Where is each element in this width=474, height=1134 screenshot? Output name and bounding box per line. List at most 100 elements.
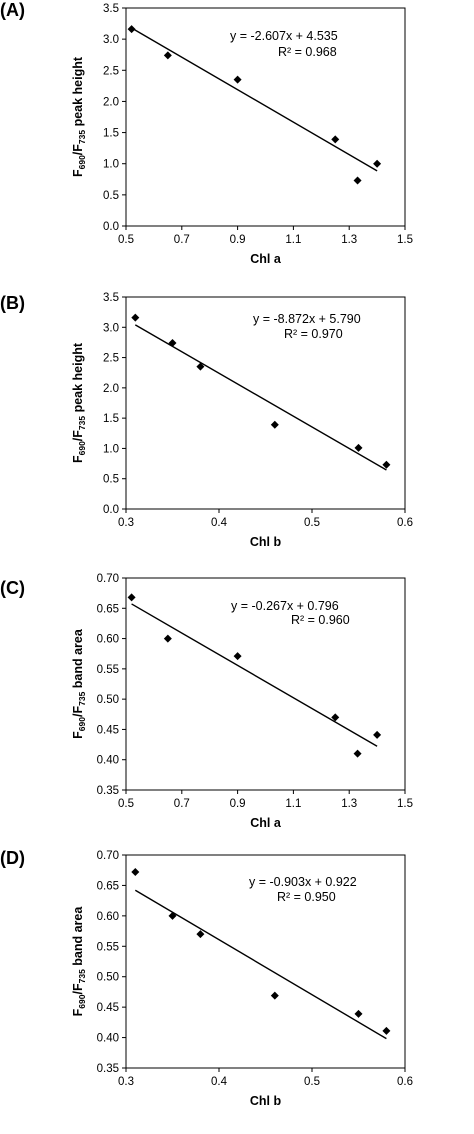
chart-svg: (C) 0.35 0.40 0.45 0.50 0.55 0.60 0.65 0.70 0.5 0.… [0, 573, 413, 830]
x-tick-label: 0.5 [304, 1076, 320, 1088]
data-point [168, 911, 177, 920]
data-point [331, 135, 340, 144]
data-point [353, 176, 362, 185]
x-tick-label: 0.7 [174, 234, 190, 246]
plot-frame [125, 854, 406, 1069]
data-point [382, 460, 391, 469]
chart-panel-d: (D) 0.35 0.40 0.45 0.50 0.55 0.60 0.65 0.70 0.3 0.… [0, 848, 474, 1120]
regression-equation: y = -0.267x + 0.796 [231, 599, 339, 613]
y-tick-label: 0.55 [97, 941, 119, 953]
y-tick-label: 0.65 [97, 880, 119, 892]
x-tick-label: 0.9 [230, 798, 246, 810]
data-point [382, 1026, 391, 1035]
data-point [270, 420, 279, 429]
data-point [163, 634, 172, 643]
x-tick-label: 0.4 [211, 1076, 228, 1088]
x-axis-label: Chl a [250, 816, 282, 830]
y-tick-label: 2.5 [103, 65, 119, 77]
x-tick-label: 0.6 [397, 517, 413, 529]
x-tick-label: 1.3 [341, 798, 357, 810]
x-tick-label: 1.5 [397, 234, 413, 246]
y-tick-label: 1.5 [103, 413, 119, 425]
chart-svg: (D) 0.35 0.40 0.45 0.50 0.55 0.60 0.65 0.70 0.3 0.… [0, 848, 413, 1108]
data-point [196, 930, 205, 939]
plot-frame [125, 577, 406, 791]
y-tick-label: 0.60 [97, 634, 119, 646]
chart-panel-b: (B) 0.0 0.5 1.0 1.5 2.0 2.5 3.0 3.5 0.3 0.4 0.5 0.6 C… [0, 287, 474, 557]
y-axis-label: F690/F735 band area [71, 628, 87, 739]
y-tick-label: 0.5 [103, 474, 119, 486]
plot-frame [125, 7, 406, 227]
y-tick-label: 0.35 [97, 785, 119, 797]
data-point [163, 51, 172, 60]
y-tick-label: 2.5 [103, 353, 119, 365]
regression-equation: y = -2.607x + 4.535 [230, 29, 338, 43]
panel-label: (D) [0, 848, 25, 868]
data-point [127, 25, 136, 34]
y-tick-label: 0.0 [103, 504, 119, 516]
x-tick-label: 0.3 [118, 517, 134, 529]
data-point [233, 652, 242, 661]
y-tick-label: 0.35 [97, 1063, 119, 1075]
y-axis-label: F690/F735 peak height [71, 56, 87, 177]
x-tick-label: 0.5 [304, 517, 320, 529]
data-point [270, 991, 279, 1000]
y-tick-label: 1.0 [103, 159, 119, 171]
x-tick-label: 0.5 [118, 798, 134, 810]
y-tick-label: 0.55 [97, 664, 119, 676]
chart-panel-c: (C) 0.35 0.40 0.45 0.50 0.55 0.60 0.65 0.70 0.5 0.… [0, 570, 474, 840]
panel-label: (B) [0, 293, 25, 313]
y-axis-label: F690/F735 peak height [71, 342, 87, 463]
x-tick-label: 0.6 [397, 1076, 413, 1088]
panel-label: (A) [0, 0, 25, 20]
chart-panel-a: (A) 0.0 0.5 1.0 1.5 2.0 2.5 3.0 3.5 0.5 0.7 0.9 1.1 1… [0, 0, 474, 270]
data-point [373, 730, 382, 739]
y-tick-label: 0.0 [103, 221, 119, 233]
x-axis-label: Chl b [250, 535, 282, 549]
data-point [168, 339, 177, 348]
data-point [353, 749, 362, 758]
y-tick-label: 0.45 [97, 724, 119, 736]
y-tick-label: 0.45 [97, 1002, 119, 1014]
data-point [354, 443, 363, 452]
x-tick-label: 1.3 [341, 234, 357, 246]
chart-svg: (A)0.00.51.01.52.02.53.03.50.5 0.7 0.9 1.1 1… [0, 0, 413, 266]
y-tick-label: 0.5 [103, 190, 119, 202]
data-point [373, 159, 382, 168]
y-tick-label: 0.60 [97, 911, 119, 923]
plot-frame [125, 296, 406, 510]
x-tick-label: 1.1 [285, 234, 301, 246]
x-tick-label: 0.4 [211, 517, 228, 529]
x-axis-label: Chl b [250, 1094, 282, 1108]
y-tick-label: 0.70 [97, 850, 119, 862]
y-tick-label: 1.5 [103, 128, 119, 140]
y-axis-label: F690/F735 band area [71, 906, 87, 1017]
trendline [134, 324, 387, 471]
y-tick-label: 0.70 [97, 573, 119, 585]
data-point [196, 362, 205, 371]
trendline [134, 889, 387, 1040]
r-squared-label: R² = 0.970 [284, 327, 343, 341]
y-tick-label: 3.5 [103, 292, 119, 304]
data-point [233, 75, 242, 84]
y-tick-label: 3.0 [103, 322, 119, 334]
regression-equation: y = -8.872x + 5.790 [253, 312, 361, 326]
x-tick-label: 0.5 [118, 234, 134, 246]
y-tick-label: 3.0 [103, 34, 119, 46]
r-squared-label: R² = 0.950 [277, 890, 336, 904]
data-point [127, 593, 136, 602]
x-tick-label: 0.3 [118, 1076, 134, 1088]
x-tick-label: 1.1 [285, 798, 301, 810]
r-squared-label: R² = 0.968 [278, 45, 337, 59]
y-tick-label: 0.65 [97, 603, 119, 615]
y-tick-label: 1.0 [103, 443, 119, 455]
trendline [131, 27, 378, 172]
y-tick-label: 0.50 [97, 694, 119, 706]
r-squared-label: R² = 0.960 [291, 613, 350, 627]
y-tick-label: 2.0 [103, 383, 119, 395]
x-tick-label: 0.7 [174, 798, 190, 810]
x-tick-label: 0.9 [230, 234, 246, 246]
chart-svg: (B) 0.0 0.5 1.0 1.5 2.0 2.5 3.0 3.5 0.3 0.4 0.5 0.6 C… [0, 292, 413, 549]
y-tick-label: 0.40 [97, 755, 119, 767]
